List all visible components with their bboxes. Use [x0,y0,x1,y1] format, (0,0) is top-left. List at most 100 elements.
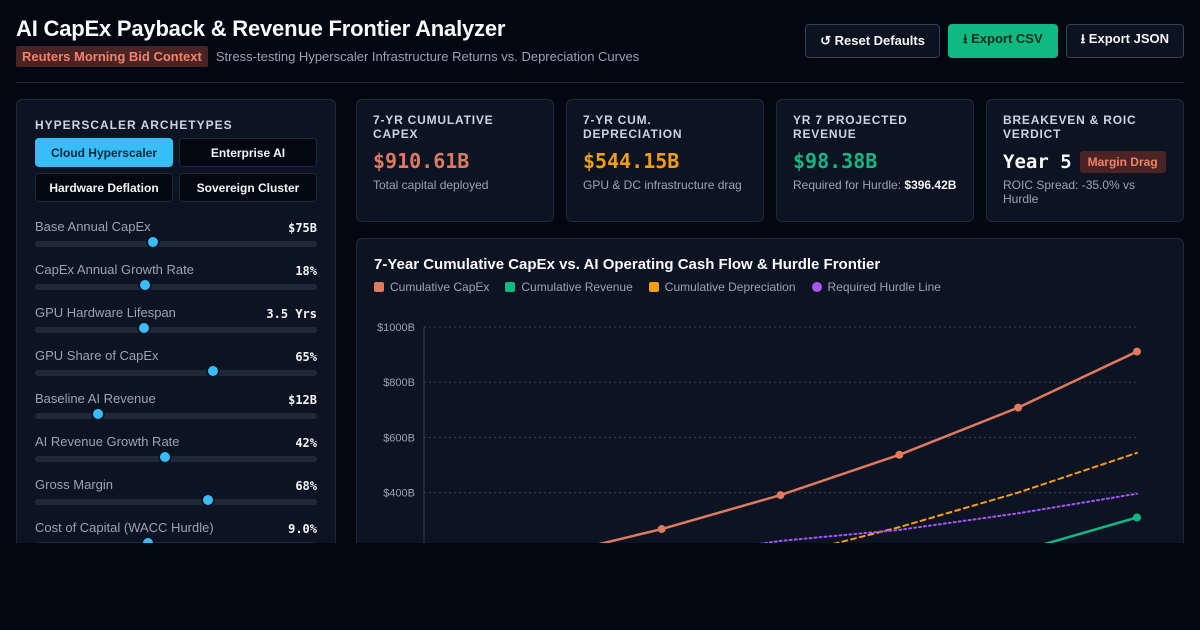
data-point [895,450,904,459]
slider-track[interactable] [35,542,317,543]
slider-row: Gross Margin 68% [35,477,317,520]
archetype-sovereign-cluster-button[interactable]: Sovereign Cluster [179,173,317,202]
legend-item: Cumulative Revenue [505,280,633,294]
kpi-note: Required for Hurdle: $396.42B [793,178,957,192]
y-tick-label: $600B [383,432,415,444]
series-line [833,451,1138,543]
kpi-note: GPU & DC infrastructure drag [583,178,742,192]
slider-row: GPU Share of CapEx 65% [35,348,317,391]
kpi-label: YR 7 PROJECTED REVENUE [793,113,908,141]
app-root: AI CapEx Payback & Revenue Frontier Anal… [16,16,1184,543]
legend-item: Cumulative Depreciation [648,280,796,294]
kpi-card-revenue: YR 7 PROJECTED REVENUE $98.38B Required … [776,99,974,222]
kpi-card-depreciation: 7-YR CUM. DEPRECIATION $544.15B GPU & DC… [566,99,764,222]
slider-thumb[interactable] [136,321,151,335]
slider-value: 18% [295,264,317,278]
subtitle-row: Reuters Morning Bid Context Stress-testi… [16,46,639,67]
slider-value: 42% [295,436,317,450]
slider-thumb[interactable] [137,278,152,292]
slider-thumb[interactable] [201,493,216,507]
slider-label: Base Annual CapEx [35,219,151,234]
y-tick-label: $400B [383,488,415,500]
slider-track[interactable] [35,241,317,247]
kpi-label: 7-YR CUMULATIVE CAPEX [373,113,494,141]
legend-label: Cumulative Depreciation [664,280,796,294]
chart-card: 7-Year Cumulative CapEx vs. AI Operating… [356,238,1184,543]
slider-thumb[interactable] [91,407,106,421]
slider-row: Baseline AI Revenue $12B [35,391,317,434]
slider-track[interactable] [35,327,317,333]
slider-list: Base Annual CapEx $75B CapEx Annual Growth… [35,219,317,543]
slider-row: CapEx Annual Growth Rate 18% [35,262,317,305]
slider-thumb[interactable] [140,536,155,543]
slider-track[interactable] [35,499,317,505]
data-point [776,491,785,500]
verdict-row: Year 5 Margin Drag [1003,151,1167,173]
y-tick-label: $1000B [377,322,415,334]
kpi-value: $544.15B [583,149,680,173]
legend-swatch [374,282,384,292]
export-json-button[interactable]: ⭳ Export JSON [1065,24,1184,58]
kpi-value: $910.61B [373,149,470,173]
kpi-card-verdict: BREAKEVEN & ROIC VERDICT Year 5 Margin D… [986,99,1184,222]
slider-value: 3.5 Yrs [266,307,317,321]
chart-legend: Cumulative CapEx Cumulative Revenue Cumula… [374,280,941,294]
header-actions: ↺ Reset Defaults ⭳ Export CSV ⭳ Export J… [805,24,1184,58]
data-point [657,525,666,534]
kpi-note-prefix: Required for Hurdle: [793,178,902,192]
page-subtitle: Stress-testing Hyperscaler Infrastructur… [215,49,640,64]
kpi-label: 7-YR CUM. DEPRECIATION [583,113,683,141]
slider-track[interactable] [35,456,317,462]
slider-row: Base Annual CapEx $75B [35,219,317,262]
archetype-hardware-deflation-button[interactable]: Hardware Deflation [35,173,173,202]
legend-label: Cumulative CapEx [390,280,490,294]
page-title: AI CapEx Payback & Revenue Frontier Anal… [16,16,506,41]
legend-item: Required Hurdle Line [811,280,941,294]
data-point [1133,347,1141,356]
slider-value: 9.0% [288,522,317,536]
series-line [1043,516,1139,543]
slider-label: Cost of Capital (WACC Hurdle) [35,520,214,535]
legend-label: Required Hurdle Line [827,280,941,294]
context-badge: Reuters Morning Bid Context [16,46,208,67]
y-tick-label: $800B [383,377,415,389]
kpi-value: $98.38B [793,149,878,173]
legend-swatch [648,282,659,292]
kpi-label: BREAKEVEN & ROIC VERDICT [1003,113,1137,141]
chart-title: 7-Year Cumulative CapEx vs. AI Operating… [374,256,881,273]
archetype-cloud-hyperscaler-button[interactable]: Cloud Hyperscaler [35,138,173,167]
archetype-enterprise-ai-button[interactable]: Enterprise AI [179,138,317,167]
slider-label: GPU Hardware Lifespan [35,305,176,320]
slider-label: Baseline AI Revenue [35,391,156,406]
slider-label: Gross Margin [35,477,114,492]
export-csv-button[interactable]: ⭳ Export CSV [947,24,1058,58]
data-point [1133,513,1141,522]
series-line [598,350,1139,543]
slider-label: AI Revenue Growth Rate [35,434,180,449]
archetype-grid: Cloud Hyperscaler Enterprise AI Hardware… [35,138,317,202]
slider-track[interactable] [35,413,317,419]
series-line [758,492,1138,543]
slider-value: 68% [295,479,317,493]
slider-label: CapEx Annual Growth Rate [35,262,194,277]
legend-swatch [811,282,822,292]
slider-row: GPU Hardware Lifespan 3.5 Yrs [35,305,317,348]
kpi-note: Total capital deployed [373,178,489,192]
slider-row: AI Revenue Growth Rate 42% [35,434,317,477]
slider-label: GPU Share of CapEx [35,348,159,363]
legend-label: Cumulative Revenue [521,280,633,294]
reset-defaults-button[interactable]: ↺ Reset Defaults [805,24,940,58]
verdict-badge: Margin Drag [1079,151,1166,173]
archetypes-title: HYPERSCALER ARCHETYPES [35,118,233,132]
slider-thumb[interactable] [205,364,220,378]
hurdle-revenue-value: $396.42B [904,178,957,192]
legend-item: Cumulative CapEx [374,280,489,294]
legend-swatch [505,282,516,292]
control-panel: HYPERSCALER ARCHETYPES Cloud Hyperscaler… [16,99,336,543]
slider-value: $12B [288,393,317,407]
slider-thumb[interactable] [146,235,161,249]
slider-track[interactable] [35,284,317,290]
slider-thumb[interactable] [157,450,172,464]
data-point [1014,403,1023,412]
slider-track[interactable] [35,370,317,376]
